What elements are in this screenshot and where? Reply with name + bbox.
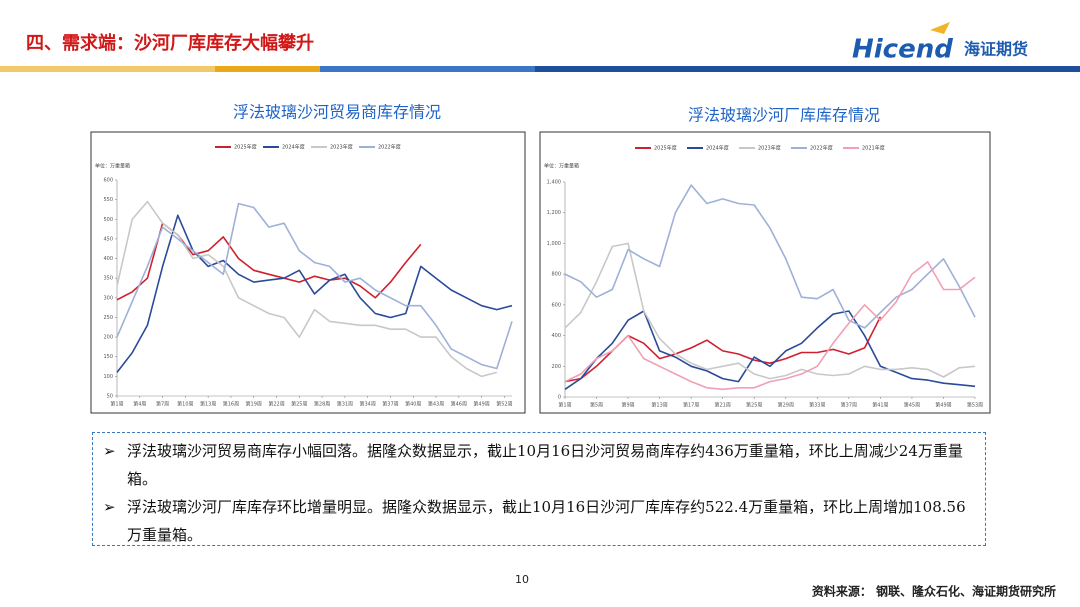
x-tick-label: 第25周 xyxy=(746,402,762,409)
chart-title: 浮法玻璃沙河厂库库存情况 xyxy=(688,106,880,125)
legend-label: 2023年度 xyxy=(330,144,353,151)
unit-label: 单位：万重量箱 xyxy=(95,163,130,170)
x-tick-label: 第22周 xyxy=(268,401,284,408)
y-tick-label: 600 xyxy=(551,302,561,308)
series-line xyxy=(116,214,513,373)
slide-title: 四、需求端：沙河厂库库存大幅攀升 xyxy=(26,32,314,54)
x-tick-label: 第46周 xyxy=(451,401,467,408)
legend-label: 2025年度 xyxy=(654,145,677,152)
legend-label: 2024年度 xyxy=(282,144,305,151)
legend-label: 2021年度 xyxy=(862,145,885,152)
x-tick-label: 第43周 xyxy=(428,401,444,408)
x-tick-label: 第13周 xyxy=(200,401,216,408)
series-line xyxy=(564,261,976,391)
legend-label: 2022年度 xyxy=(810,145,833,152)
y-tick-label: 400 xyxy=(103,256,113,262)
y-tick-label: 800 xyxy=(551,272,561,278)
y-tick-label: 1,200 xyxy=(547,210,561,216)
x-tick-label: 第17周 xyxy=(683,402,699,409)
x-tick-label: 第49周 xyxy=(935,402,951,409)
bullet: 浮法玻璃沙河贸易商库存小幅回落。据隆众数据显示，截止10月16日沙河贸易商库存约… xyxy=(103,437,975,493)
x-tick-label: 第53周 xyxy=(967,402,983,409)
bullet: 浮法玻璃沙河厂库库存环比增量明显。据隆众数据显示，截止10月16日沙河厂库库存约… xyxy=(103,493,975,549)
y-tick-label: 200 xyxy=(103,335,113,341)
series-line xyxy=(116,202,513,370)
y-tick-label: 400 xyxy=(551,333,561,339)
x-tick-label: 第1周 xyxy=(110,401,123,408)
chart-frame xyxy=(90,131,526,414)
series-line xyxy=(116,200,498,378)
unit-label: 单位：万重量箱 xyxy=(544,163,579,170)
y-tick-label: 150 xyxy=(103,354,113,360)
x-tick-label: 第31周 xyxy=(337,401,353,408)
legend-label: 2023年度 xyxy=(758,145,781,152)
x-tick-label: 第9周 xyxy=(621,402,634,409)
x-tick-label: 第16周 xyxy=(223,401,239,408)
y-tick-label: 550 xyxy=(103,197,113,203)
x-tick-label: 第45周 xyxy=(904,402,920,409)
chart-frame xyxy=(539,131,991,414)
logo-cn: 海证期货 xyxy=(964,40,1028,59)
header-bar xyxy=(320,66,535,72)
legend-label: 2022年度 xyxy=(378,144,401,151)
chart-title: 浮法玻璃沙河贸易商库存情况 xyxy=(233,103,441,122)
x-tick-label: 第49周 xyxy=(473,401,489,408)
header-bar xyxy=(535,66,1080,72)
y-tick-label: 300 xyxy=(103,295,113,301)
x-tick-label: 第21周 xyxy=(715,402,731,409)
x-tick-label: 第7周 xyxy=(156,401,169,408)
y-tick-label: 100 xyxy=(103,374,113,380)
y-tick-label: 250 xyxy=(103,315,113,321)
y-tick-label: 500 xyxy=(103,217,113,223)
header-bar xyxy=(0,66,215,72)
x-tick-label: 第1周 xyxy=(558,402,571,409)
x-tick-label: 第52周 xyxy=(496,401,512,408)
header-bar xyxy=(215,66,320,72)
x-tick-label: 第29周 xyxy=(778,402,794,409)
x-tick-label: 第40周 xyxy=(405,401,421,408)
x-tick-label: 第41周 xyxy=(872,402,888,409)
y-tick-label: 50 xyxy=(107,394,113,400)
x-tick-label: 第25周 xyxy=(291,401,307,408)
x-tick-label: 第13周 xyxy=(651,402,667,409)
y-tick-label: 1,000 xyxy=(547,241,561,247)
x-tick-label: 第28周 xyxy=(314,401,330,408)
y-tick-label: 350 xyxy=(103,276,113,282)
y-tick-label: 600 xyxy=(103,178,113,184)
y-tick-label: 200 xyxy=(551,364,561,370)
x-tick-label: 第33周 xyxy=(809,402,825,409)
source: 资料来源： 钢联、隆众石化、海证期货研究所 xyxy=(812,584,1056,599)
bullet-box: 浮法玻璃沙河贸易商库存小幅回落。据隆众数据显示，截止10月16日沙河贸易商库存约… xyxy=(92,432,986,546)
legend-label: 2025年度 xyxy=(234,144,257,151)
series-line xyxy=(564,310,976,390)
x-tick-label: 第10周 xyxy=(177,401,193,408)
page-number: 10 xyxy=(515,573,529,586)
logo-text: Hicend xyxy=(852,35,953,65)
x-tick-label: 第37周 xyxy=(841,402,857,409)
y-tick-label: 0 xyxy=(558,395,561,401)
y-tick-label: 450 xyxy=(103,236,113,242)
series-line xyxy=(564,184,976,329)
x-tick-label: 第37周 xyxy=(382,401,398,408)
x-tick-label: 第34周 xyxy=(359,401,375,408)
series-line xyxy=(564,242,976,380)
x-tick-label: 第19周 xyxy=(246,401,262,408)
y-tick-label: 1,400 xyxy=(547,180,561,186)
logo-swoosh xyxy=(930,22,950,34)
x-tick-label: 第5周 xyxy=(590,402,603,409)
x-tick-label: 第4周 xyxy=(133,401,146,408)
legend-label: 2024年度 xyxy=(706,145,729,152)
